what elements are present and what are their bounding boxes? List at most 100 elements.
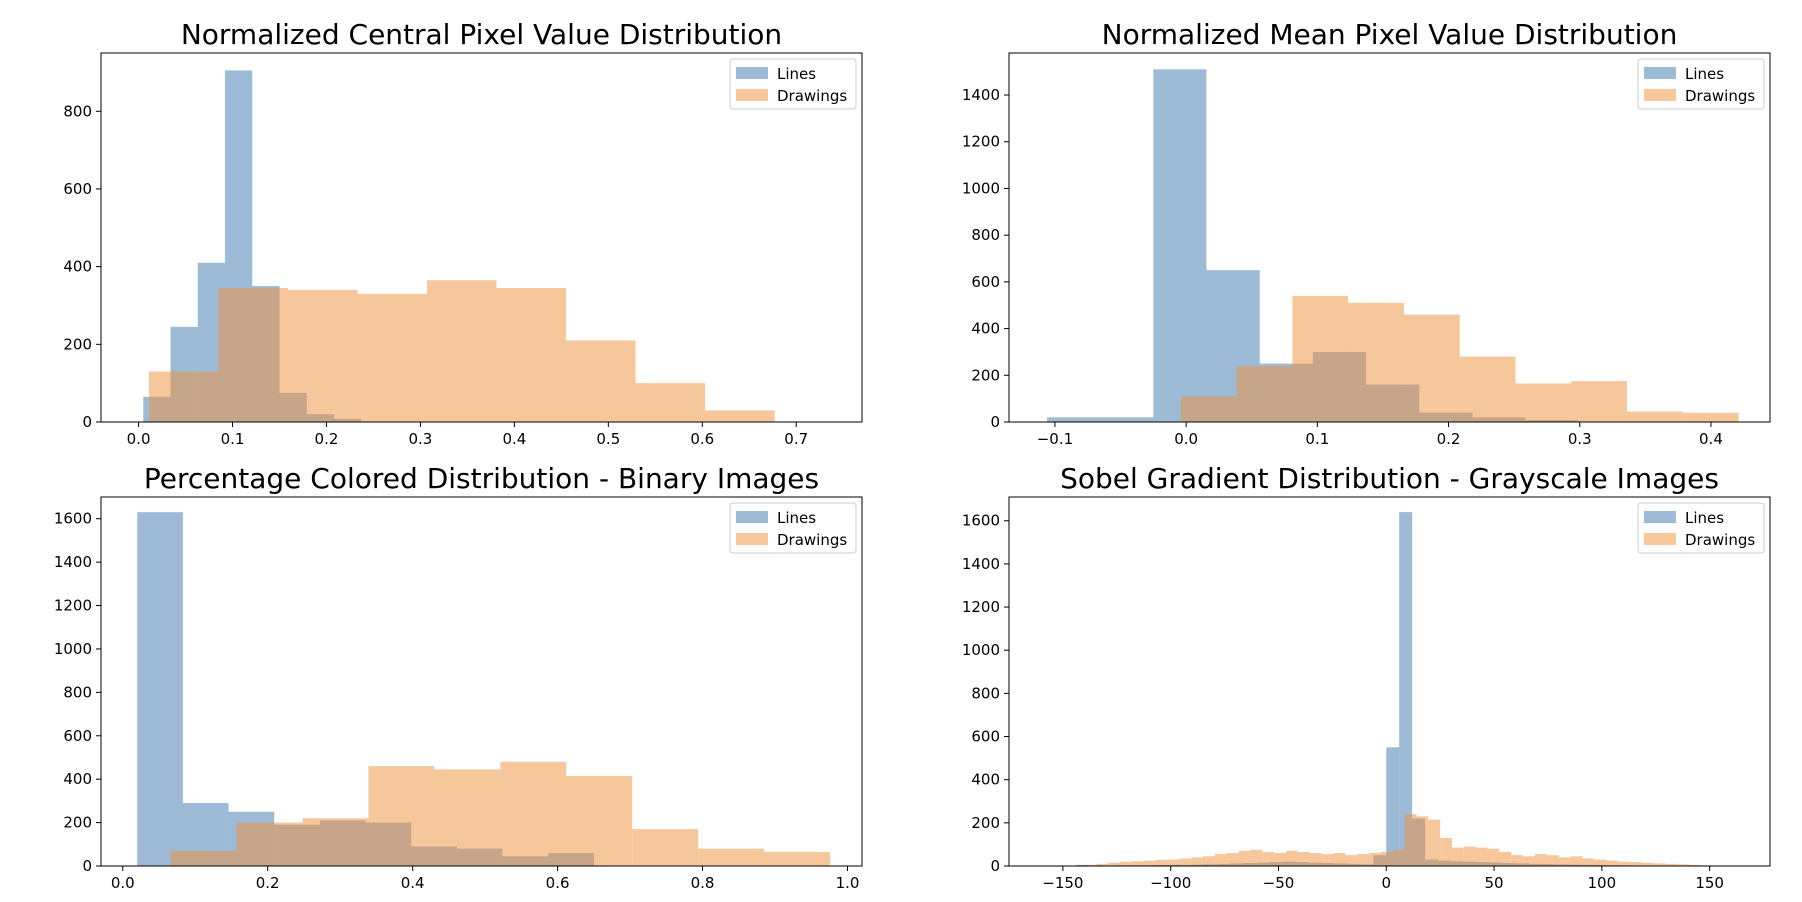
histogram-bar-drawings — [1262, 851, 1275, 866]
histogram-bar-drawings — [368, 766, 435, 866]
legend-label-lines: Lines — [777, 65, 816, 83]
histogram-bar-drawings — [1416, 816, 1429, 866]
histogram-bar-drawings — [1558, 857, 1571, 866]
y-tick-label: 200 — [63, 335, 92, 353]
histogram-bar-drawings — [698, 848, 765, 866]
histogram-bar-drawings — [1677, 864, 1690, 866]
histogram-bar-drawings — [1428, 819, 1441, 866]
histogram-bar-drawings — [1523, 856, 1536, 866]
histogram-bar-lines — [1047, 417, 1154, 422]
legend: Lines Drawings — [729, 58, 857, 110]
histogram-bar-drawings — [1571, 381, 1627, 422]
legend-label-drawings: Drawings — [1685, 87, 1755, 105]
y-tick-label: 0 — [990, 413, 1000, 431]
x-tick-label: 0.0 — [127, 430, 151, 448]
histogram-bar-drawings — [1535, 854, 1547, 866]
y-tick-label: 800 — [63, 102, 92, 120]
histogram-bar-drawings — [1250, 849, 1263, 866]
x-tick-label: 50 — [1485, 874, 1504, 892]
histogram-bar-drawings — [1594, 859, 1607, 866]
y-tick-label: 0 — [990, 857, 1000, 875]
x-tick-label: 0.2 — [315, 430, 339, 448]
histogram-bar-drawings — [1180, 396, 1237, 422]
histogram-bar-drawings — [1459, 356, 1516, 422]
legend-swatch-drawings — [1644, 89, 1676, 101]
histogram-bar-drawings — [1321, 854, 1334, 866]
chart-title: Normalized Mean Pixel Value Distribution — [1102, 18, 1678, 51]
histogram-bar-drawings — [1214, 854, 1227, 866]
histogram-bar-drawings — [1131, 861, 1144, 866]
y-tick-label: 1200 — [54, 597, 92, 615]
y-tick-label: 800 — [971, 684, 1000, 702]
y-tick-label: 800 — [63, 683, 92, 701]
y-tick-label: 1400 — [962, 555, 1000, 573]
y-tick-label: 1000 — [962, 179, 1000, 197]
y-tick-label: 400 — [63, 258, 92, 276]
chart-title: Sobel Gradient Distribution - Grayscale … — [1060, 462, 1719, 495]
histogram-bar-drawings — [1096, 863, 1109, 866]
legend-label-lines: Lines — [1685, 509, 1724, 527]
x-tick-label: 0.0 — [111, 874, 135, 892]
legend: Lines Drawings — [1637, 58, 1765, 110]
x-tick-label: −0.1 — [1037, 430, 1073, 448]
histogram-bar-drawings — [1689, 864, 1702, 866]
chart-panel-4: Sobel Gradient Distribution - Grayscale … — [962, 462, 1771, 892]
x-tick-label: 0.0 — [1174, 430, 1198, 448]
legend-label-drawings: Drawings — [777, 531, 847, 549]
histogram-bar-drawings — [1309, 853, 1322, 866]
histogram-bar-drawings — [1404, 814, 1417, 866]
chart-title: Normalized Central Pixel Value Distribut… — [181, 18, 782, 51]
histogram-bar-drawings — [1108, 862, 1121, 866]
chart-panel-2: Normalized Mean Pixel Value Distribution… — [962, 18, 1771, 448]
histogram-bar-lines — [1399, 512, 1413, 866]
histogram-bar-drawings — [1120, 861, 1132, 866]
y-tick-label: 600 — [971, 273, 1000, 291]
x-tick-label: 100 — [1588, 874, 1617, 892]
x-tick-label: 0.5 — [596, 430, 620, 448]
legend-label-drawings: Drawings — [777, 87, 847, 105]
histogram-bar-drawings — [1653, 863, 1666, 866]
histogram-bar-drawings — [1274, 853, 1287, 866]
y-tick-label: 1200 — [962, 598, 1000, 616]
y-tick-label: 1200 — [962, 133, 1000, 151]
y-tick-label: 1400 — [54, 553, 92, 571]
histogram-bar-drawings — [1618, 861, 1630, 866]
histogram-bar-drawings — [1369, 853, 1381, 866]
plot-frame — [1008, 496, 1771, 867]
histogram-bar-drawings — [1665, 863, 1678, 866]
histogram-bar-drawings — [566, 775, 633, 866]
legend-swatch-lines — [1644, 511, 1676, 523]
histogram-bar-drawings — [1463, 846, 1476, 866]
histogram-bar-drawings — [1641, 862, 1654, 866]
x-tick-label: 0.1 — [221, 430, 245, 448]
histogram-bar-drawings — [287, 289, 358, 422]
y-tick-label: 400 — [971, 320, 1000, 338]
x-tick-label: 0 — [1381, 874, 1391, 892]
histogram-bar-drawings — [1236, 365, 1293, 422]
x-tick-label: 0.6 — [546, 874, 570, 892]
histogram-bar-drawings — [1392, 849, 1405, 866]
histogram-bar-drawings — [496, 287, 567, 422]
x-tick-label: 0.6 — [690, 430, 714, 448]
histogram-bar-drawings — [1582, 858, 1595, 866]
histogram-bar-lines — [137, 512, 183, 866]
legend-swatch-drawings — [1644, 533, 1676, 545]
histogram-bar-lines — [1386, 747, 1400, 866]
histogram-bar-drawings — [1292, 295, 1349, 422]
histogram-bar-drawings — [632, 829, 699, 866]
histogram-bar-drawings — [1515, 383, 1572, 422]
histogram-bar-drawings — [1179, 858, 1192, 866]
histogram-bar-drawings — [1143, 860, 1156, 866]
histogram-bar-drawings — [170, 850, 237, 866]
histogram-bar-drawings — [1499, 851, 1512, 866]
x-tick-label: −100 — [1150, 874, 1191, 892]
legend-swatch-drawings — [736, 89, 768, 101]
histogram-bar-drawings — [1403, 314, 1460, 422]
histogram-bar-drawings — [302, 818, 369, 866]
histogram-bar-drawings — [1546, 855, 1559, 866]
x-tick-label: −50 — [1263, 874, 1295, 892]
y-tick-label: 1600 — [54, 510, 92, 528]
histogram-bar-drawings — [357, 293, 428, 422]
y-tick-label: 400 — [63, 770, 92, 788]
y-tick-label: 200 — [971, 366, 1000, 384]
